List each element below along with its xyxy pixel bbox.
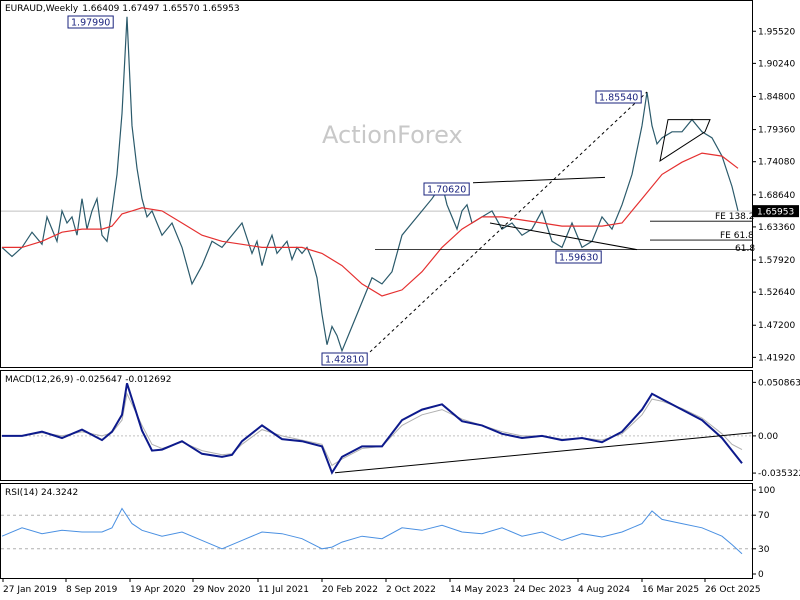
annotation-high-2020-box: [67, 15, 114, 29]
x-tick-label: 20 Feb 2022: [322, 585, 378, 595]
macd-tick-label: 0.00: [758, 432, 778, 442]
rsi-y-axis: 100 70 30 0: [1, 486, 775, 580]
x-tick-label: 29 Nov 2020: [193, 585, 251, 595]
price-series-group: [1, 16, 752, 353]
annotation-high-2025: 1.85540: [599, 93, 638, 104]
y-tick-label: 1.90240: [758, 59, 795, 69]
fib-61-label: 61.8: [735, 244, 755, 254]
current-price-label: 1.65953: [757, 208, 794, 218]
price-y-axis: 1.95520 1.90240 1.84800 1.79360 1.74080 1.686…: [1, 27, 799, 363]
x-tick-label: 26 Oct 2025: [705, 585, 761, 595]
macd-series-group: [2, 382, 753, 475]
triangle-pattern: [659, 119, 711, 163]
rsi-line: [1, 507, 743, 555]
fe-138-label: FE 138.2: [715, 212, 755, 222]
x-tick-label: 24 Dec 2023: [514, 585, 572, 595]
macd-panel: [0, 370, 753, 481]
rsi-series-group: [1, 507, 743, 555]
x-tick-label: 4 Aug 2024: [578, 585, 630, 595]
x-tick-label: 27 Jan 2019: [3, 585, 57, 595]
y-tick-label: 1.52640: [758, 288, 795, 298]
macd-tick-label: 0.050863: [758, 378, 800, 388]
x-tick-label: 11 Jul 2021: [258, 585, 309, 595]
price-annotations: 1.97990 1.85540 1.70620 1.59630 1.42810 FE 13…: [67, 15, 755, 366]
macd-y-axis: 0.050863 0.00 -0.035322: [1, 378, 800, 479]
rsi-tick-label: 100: [758, 486, 775, 496]
x-tick-label: 19 Apr 2020: [130, 585, 186, 595]
price-series-line: [1, 16, 739, 353]
annotation-low-2024: 1.59630: [559, 253, 598, 264]
macd-signal-line: [2, 392, 743, 467]
macd-line: [2, 382, 743, 475]
symbol-title: EURAUD,Weekly 1.66409 1.67497 1.65570 1.6…: [5, 4, 240, 14]
current-price-box: [753, 205, 799, 218]
x-tick-label: 2 Oct 2022: [386, 585, 436, 595]
symbol-name: EURAUD,Weekly: [5, 4, 79, 14]
annotation-high-2020: 1.97990: [71, 18, 110, 29]
y-tick-label: 1.79360: [758, 126, 795, 136]
y-tick-label: 1.74080: [758, 158, 795, 168]
rsi-tick-label: 70: [758, 511, 770, 521]
rsi-tick-label: 0: [758, 570, 764, 580]
watermark: ActionForex: [322, 121, 463, 149]
y-tick-label: 1.47200: [758, 321, 795, 331]
rsi-tick-label: 30: [758, 545, 770, 555]
y-tick-label: 1.57920: [758, 256, 795, 266]
ohlc-values: 1.66409 1.67497 1.65570 1.65953: [82, 4, 239, 14]
x-tick-label: 8 Sep 2019: [66, 585, 118, 595]
annotation-low-2022-box: [321, 352, 368, 366]
moving-average-line: [2, 152, 739, 297]
annotation-high-2025-box: [595, 90, 642, 104]
annotation-low-2024-box: [555, 250, 602, 264]
y-tick-label: 1.95520: [758, 27, 795, 37]
fe-61-label: FE 61.8: [720, 231, 754, 241]
x-tick-label: 14 May 2023: [450, 585, 509, 595]
rsi-panel: [0, 483, 753, 579]
macd-title: MACD(12,26,9) -0.025647 -0.012692: [5, 375, 171, 385]
annotation-high-2023-box: [423, 182, 470, 196]
annotation-high-2023: 1.70620: [427, 185, 466, 196]
y-tick-label: 1.41920: [758, 353, 795, 363]
rsi-title: RSI(14) 24.3242: [5, 488, 78, 498]
x-tick-label: 16 Mar 2025: [642, 585, 699, 595]
macd-trendline: [334, 432, 753, 474]
x-axis: 27 Jan 2019 8 Sep 2019 19 Apr 2020 29 Nov 2…: [2, 578, 761, 595]
y-tick-label: 1.68640: [758, 191, 795, 201]
upper-channel-line: [472, 176, 606, 184]
y-tick-label: 1.63360: [758, 223, 795, 233]
price-panel: [0, 0, 753, 368]
lower-channel-line: [489, 222, 638, 251]
y-tick-label: 1.84800: [758, 92, 795, 102]
annotation-low-2022: 1.42810: [325, 355, 364, 366]
macd-tick-label: -0.035322: [758, 469, 800, 479]
